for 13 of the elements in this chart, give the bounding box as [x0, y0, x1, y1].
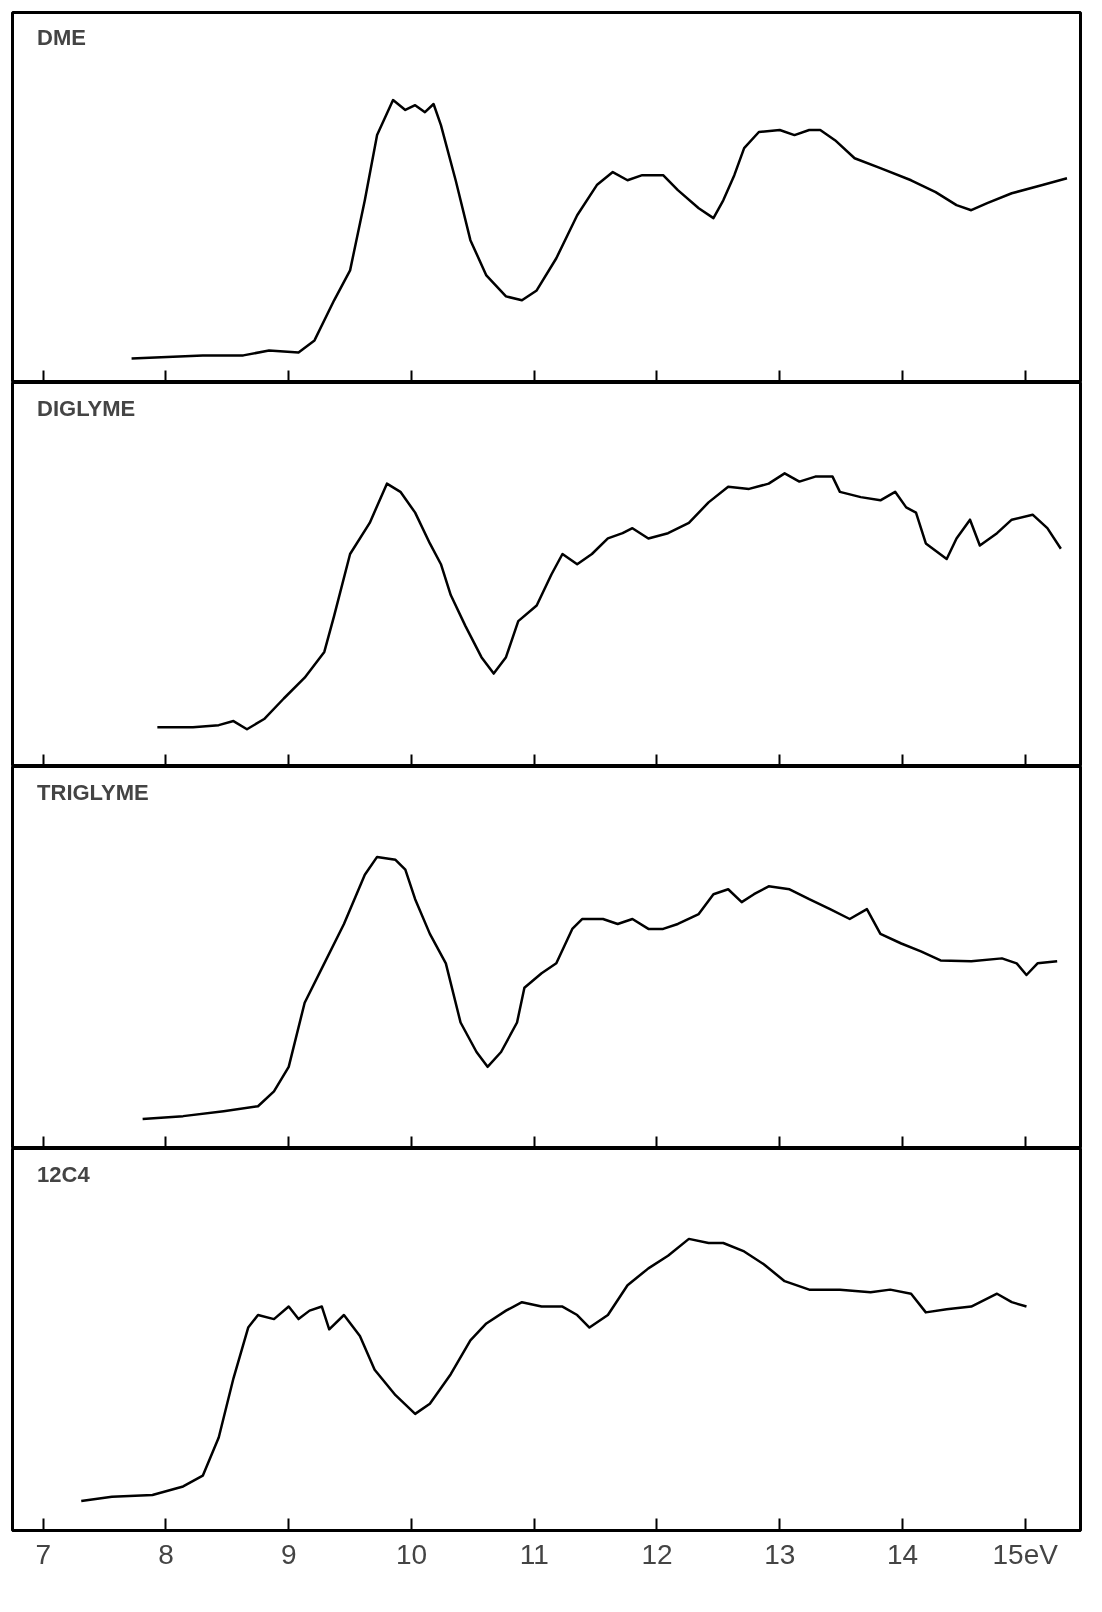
x-tick-label: 13 — [764, 1538, 796, 1570]
x-tick-label: 12 — [641, 1538, 673, 1570]
x-tick-label: 8 — [158, 1538, 174, 1570]
x-tick-label: 10 — [395, 1538, 428, 1570]
x-tick-label: 9 — [280, 1538, 297, 1570]
chart-title: 12C4 — [37, 1161, 91, 1187]
x-tick-label: 15eV — [992, 1538, 1059, 1570]
chart-title: DME — [37, 25, 86, 51]
x-tick-label: 11 — [519, 1538, 549, 1570]
x-tick-label: 14 — [886, 1538, 919, 1570]
chart-title: DIGLYME — [37, 395, 136, 421]
chart-title: TRIGLYME — [37, 779, 149, 805]
x-tick-label: 7 — [35, 1538, 51, 1570]
